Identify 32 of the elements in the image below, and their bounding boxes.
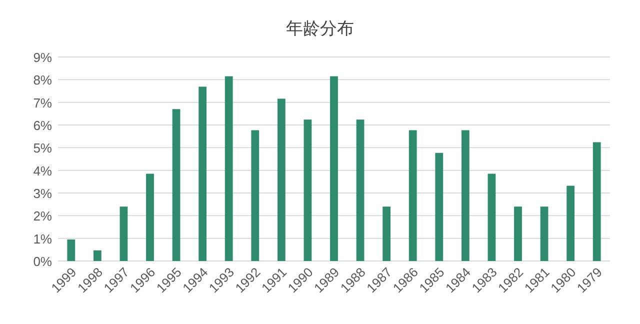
bar [592,142,601,261]
y-tick-label: 8% [33,72,52,88]
bar [566,186,575,261]
bar [251,130,260,261]
y-tick-label: 1% [33,231,52,246]
y-tick-label: 3% [33,186,52,201]
chart-title: 年龄分布 [286,19,354,38]
y-tick-label: 6% [33,118,52,133]
bar [93,250,102,261]
y-tick-label: 2% [33,208,52,224]
y-tick-label: 9% [33,50,52,65]
bar [120,206,128,261]
bar [408,130,417,261]
bar [277,98,286,261]
bar [67,239,76,261]
y-tick-label: 5% [33,140,52,156]
bar [330,76,338,261]
bar [224,76,233,261]
bar [304,120,312,261]
y-tick-label: 7% [33,95,52,110]
bar [146,174,154,261]
bar [172,109,180,261]
bar [461,130,470,261]
y-tick-label: 0% [33,254,52,269]
bar [488,174,496,261]
bar [198,86,207,261]
bar [540,206,548,261]
bar [382,206,391,261]
bar [435,152,444,261]
bar [356,120,364,261]
bar [514,206,522,261]
y-tick-label: 4% [33,163,52,178]
